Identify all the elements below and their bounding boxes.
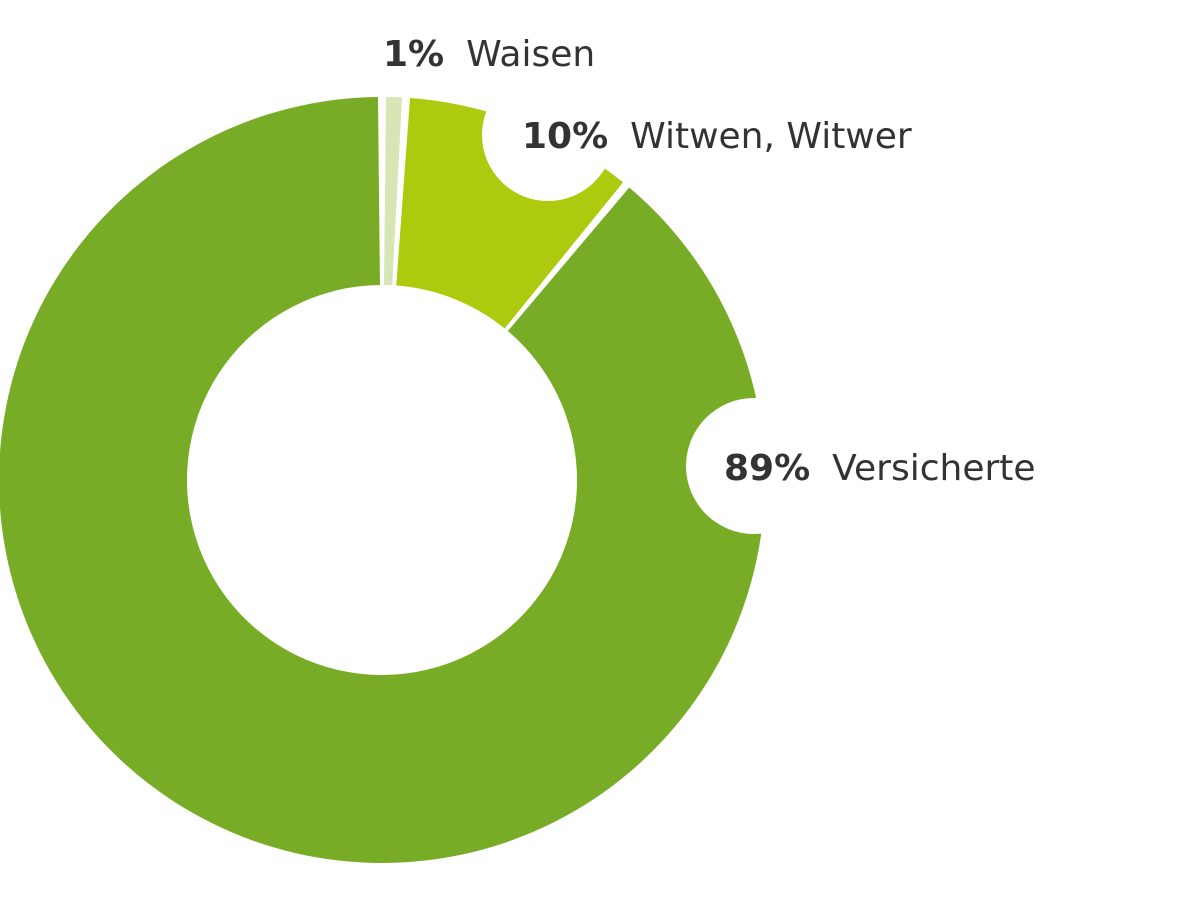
slice-waisen — [384, 97, 403, 286]
category-label-waisen: Waisen — [466, 34, 595, 75]
label-bubble-witwen-witwer — [482, 69, 614, 201]
slice-labels: 89% Versicherte 10% Witwen, Witwer 1% Waisen — [383, 34, 1036, 489]
value-label-witwen-witwer: 10% — [522, 116, 608, 157]
label-versicherte: 89% Versicherte — [724, 448, 1036, 489]
donut-slices — [0, 97, 765, 863]
label-witwen-witwer: 10% Witwen, Witwer — [522, 116, 912, 157]
label-bubble-versicherte — [686, 398, 822, 534]
value-label-waisen: 1% — [383, 34, 444, 75]
category-label-versicherte: Versicherte — [832, 448, 1035, 489]
value-label-versicherte: 89% — [724, 448, 810, 489]
slice-versicherte — [0, 97, 765, 863]
label-waisen: 1% Waisen — [383, 34, 595, 75]
category-label-witwen-witwer: Witwen, Witwer — [630, 116, 912, 157]
label-bubbles — [482, 69, 822, 534]
